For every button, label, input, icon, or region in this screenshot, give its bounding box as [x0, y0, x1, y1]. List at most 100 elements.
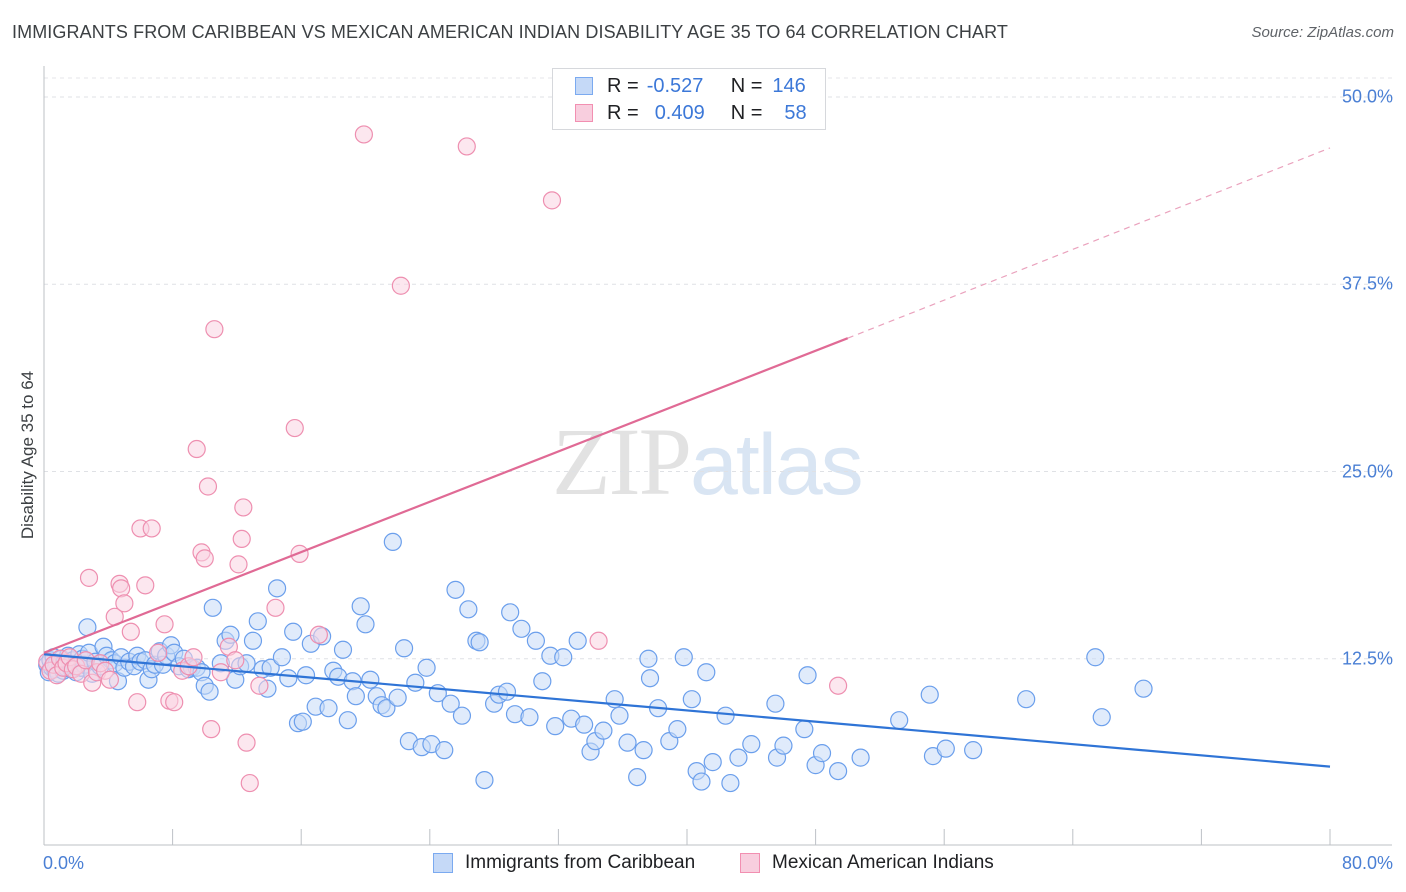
data-point — [205, 320, 224, 339]
chart-title: IMMIGRANTS FROM CARIBBEAN VS MEXICAN AME… — [12, 22, 1008, 42]
data-point — [184, 648, 203, 667]
data-point — [594, 721, 613, 740]
data-point — [533, 672, 552, 691]
data-point — [266, 598, 285, 617]
data-point — [729, 748, 748, 767]
data-point — [285, 418, 304, 438]
data-point — [890, 711, 909, 730]
stats-n-label: N = — [730, 101, 763, 124]
series-mexican-american-indians — [38, 125, 848, 793]
data-point — [195, 549, 214, 568]
data-point — [243, 631, 263, 650]
data-point — [697, 663, 716, 682]
data-point — [795, 720, 814, 739]
data-point — [459, 600, 478, 619]
data-point — [703, 753, 722, 772]
data-point — [639, 649, 658, 668]
data-point — [575, 715, 594, 734]
data-point — [554, 648, 573, 667]
data-point — [232, 529, 251, 549]
data-point — [692, 772, 711, 791]
data-point — [250, 676, 269, 695]
legend-swatch-blue — [433, 853, 453, 873]
data-point — [766, 694, 785, 713]
watermark-atlas: atlas — [690, 417, 864, 513]
data-point — [383, 532, 402, 552]
series-immigrants-from-caribbean — [38, 532, 1153, 793]
data-point — [333, 640, 353, 659]
data-point — [79, 568, 99, 587]
data-point — [470, 633, 489, 652]
data-point — [936, 739, 955, 758]
data-point — [501, 603, 520, 622]
legend-label: Immigrants from Caribbean — [465, 852, 696, 873]
data-point — [668, 720, 687, 739]
data-point — [742, 735, 761, 754]
data-point — [203, 598, 222, 617]
data-point — [279, 669, 298, 688]
data-point — [346, 687, 365, 706]
x-tick-label-min: 0.0% — [43, 853, 85, 873]
data-point — [721, 773, 740, 793]
data-point — [272, 648, 292, 667]
y-tick-label: 50.0% — [1341, 86, 1393, 107]
source-label: Source: ZipAtlas.com — [1251, 24, 1394, 41]
data-point — [248, 612, 267, 631]
axes — [43, 66, 1392, 846]
data-point — [112, 579, 131, 598]
data-point — [115, 594, 134, 613]
data-point — [406, 673, 425, 692]
data-point — [964, 741, 983, 760]
data-point — [446, 580, 465, 599]
data-point — [441, 694, 460, 713]
data-point — [457, 137, 476, 156]
data-point — [351, 597, 370, 616]
trend-line-caribbean — [43, 653, 1331, 768]
data-point — [829, 761, 848, 781]
data-point — [142, 519, 161, 538]
data-point — [388, 688, 407, 707]
x-tick-label-max: 80.0% — [1341, 853, 1393, 873]
legend-item-mexican: Mexican American Indians — [740, 852, 994, 874]
data-point — [293, 712, 312, 731]
data-point — [1086, 648, 1105, 667]
data-point — [356, 615, 375, 634]
data-point — [589, 631, 608, 650]
stats-r-label: R = — [607, 101, 639, 124]
data-point — [452, 706, 472, 725]
data-point — [798, 666, 817, 685]
data-point — [394, 639, 414, 658]
data-point — [475, 770, 494, 790]
data-point — [211, 663, 230, 682]
data-point — [229, 555, 248, 574]
stats-row-caribbean: R = -0.527 N = 146 — [553, 73, 806, 99]
data-point — [136, 576, 155, 595]
data-point — [618, 733, 637, 752]
data-point — [812, 744, 832, 763]
stats-n-label: N = — [730, 74, 763, 97]
data-point — [716, 706, 735, 725]
data-point — [634, 741, 653, 760]
data-point — [128, 693, 147, 712]
data-point — [234, 498, 253, 517]
data-point — [512, 619, 531, 638]
data-point — [542, 191, 562, 210]
y-tick-label: 37.5% — [1341, 273, 1393, 294]
stats-n-value: 58 — [784, 101, 807, 124]
gridlines — [44, 77, 1392, 660]
data-point — [435, 741, 454, 760]
data-point — [296, 666, 316, 685]
data-point — [354, 125, 373, 144]
legend-label: Mexican American Indians — [772, 852, 994, 873]
data-point — [309, 625, 328, 644]
data-point — [121, 622, 140, 641]
data-point — [377, 699, 396, 718]
y-tick-label: 25.0% — [1341, 461, 1393, 481]
data-point — [361, 670, 380, 689]
data-point — [674, 648, 693, 667]
data-point — [267, 579, 287, 598]
data-point — [682, 690, 701, 709]
data-point — [610, 706, 629, 725]
stats-swatch-pink — [575, 104, 593, 122]
